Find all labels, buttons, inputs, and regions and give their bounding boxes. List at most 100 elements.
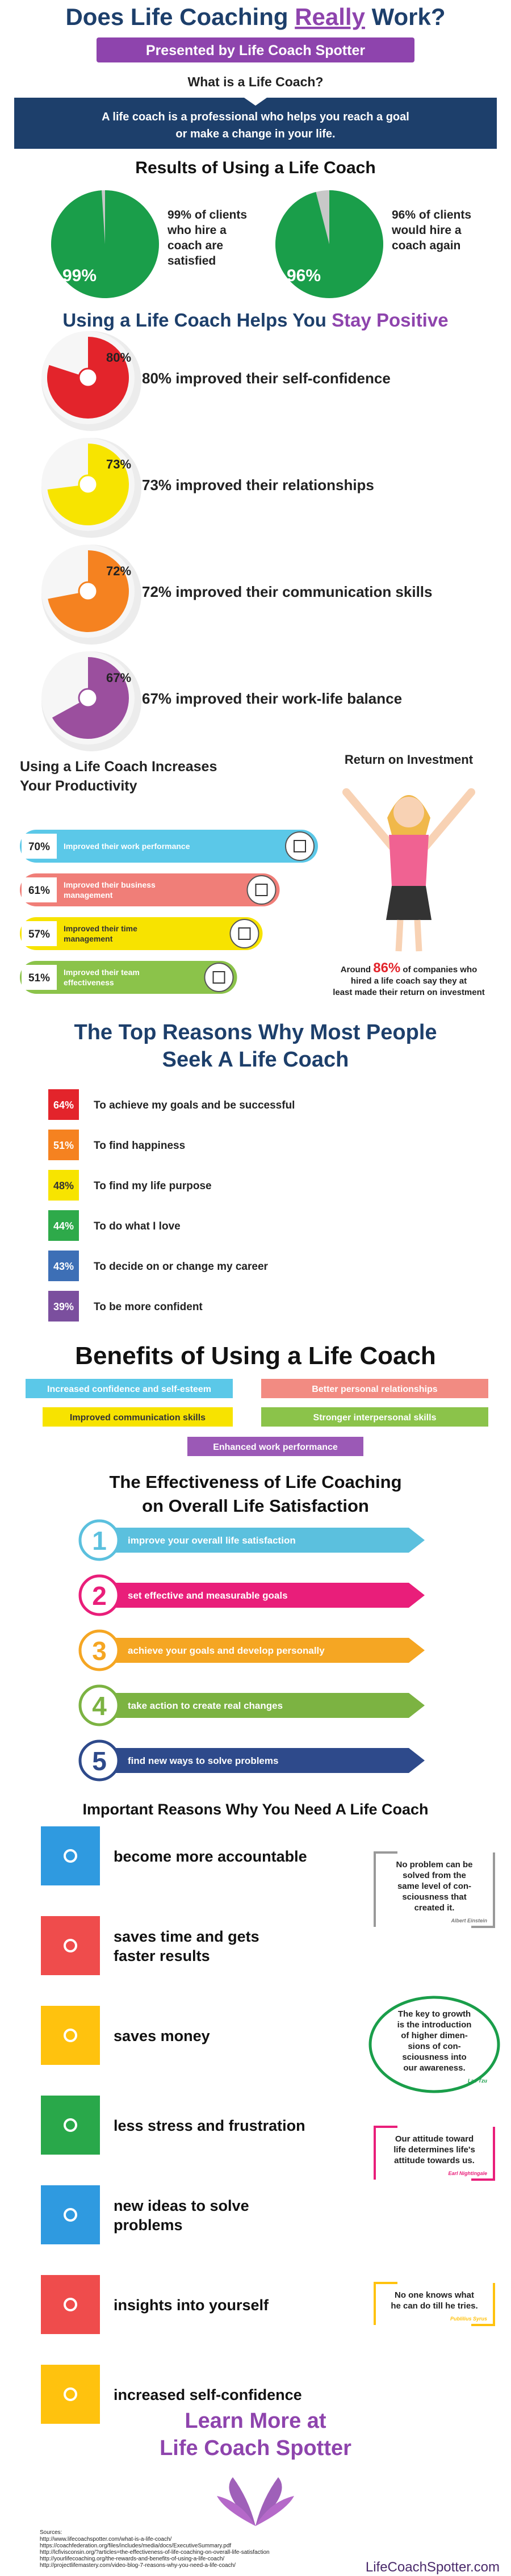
text: Using a Life Coach Increases xyxy=(20,759,217,775)
tile-icon xyxy=(64,1939,77,1952)
benefit-pill xyxy=(187,1437,363,1456)
text: 99% xyxy=(62,266,97,285)
text: Benefits of Using a Life Coach xyxy=(75,1342,436,1370)
quote-frame xyxy=(374,1851,495,1928)
caption-part: Around xyxy=(341,965,374,975)
text: Important Reasons Why You Need A Life Co… xyxy=(82,1801,428,1818)
text: Seek A Life Coach xyxy=(162,1048,349,1072)
section-title: Using a Life Coach Helps You Stay Positi… xyxy=(62,310,448,331)
quote-frame xyxy=(368,1996,500,2093)
donut-hole xyxy=(78,474,98,495)
text: LifeCoachSpotter.com xyxy=(366,2560,500,2575)
text: 48% xyxy=(53,1180,74,1191)
text: find new ways to solve problems xyxy=(128,1755,278,1766)
text: attitude towards us. xyxy=(394,2156,475,2165)
label-box xyxy=(22,877,57,902)
legs xyxy=(395,919,422,952)
reason-square xyxy=(48,1251,79,1281)
text: effectiveness xyxy=(64,978,114,987)
arrow-bar xyxy=(99,1583,425,1608)
text: http://lcfivisconsin.org/?articles=the-e… xyxy=(40,2549,270,2556)
lotus-petal xyxy=(256,2477,282,2526)
text: 72% improved their communication skills xyxy=(142,583,432,600)
lotus-petal xyxy=(229,2477,256,2526)
text: Improved their business xyxy=(64,880,156,889)
definition-banner xyxy=(14,98,497,149)
number-circle xyxy=(78,1574,120,1616)
text: 72% xyxy=(106,564,131,578)
text: achieve your goals and develop personall… xyxy=(128,1645,325,1656)
text: The key to growth xyxy=(398,2009,471,2019)
donut-hole xyxy=(78,367,98,388)
text: become more accountable xyxy=(114,1848,307,1865)
donut-hole xyxy=(78,688,98,708)
text: 70% xyxy=(28,841,50,853)
bar-icon xyxy=(212,971,225,984)
text: Life Coach Spotter xyxy=(160,2436,351,2460)
reason-square xyxy=(48,1291,79,1322)
text: 73% xyxy=(106,457,131,471)
title-emphasis: Really xyxy=(295,3,365,30)
text: 4 xyxy=(92,1691,107,1721)
text: http://www.lifecoachspotter.com/what-is-… xyxy=(40,2536,172,2542)
banner-notch xyxy=(244,98,267,106)
reason-tile xyxy=(41,1916,100,1975)
roi-caption: Around 86% of companies who xyxy=(341,960,478,976)
skirt xyxy=(386,886,432,920)
text: 64% xyxy=(53,1099,74,1111)
text: To find my life purpose xyxy=(94,1180,212,1192)
main-title: Does Life Coaching Really Work? xyxy=(65,3,445,30)
arrow-bar xyxy=(99,1693,425,1718)
text: increased self-confidence xyxy=(114,2386,302,2403)
text: 96% xyxy=(287,266,321,285)
reason-tile xyxy=(41,2365,100,2424)
text: solved from the xyxy=(403,1871,466,1880)
text: our awareness. xyxy=(403,2063,465,2073)
text: 80% xyxy=(106,350,131,365)
text: saves time and gets xyxy=(114,1928,259,1945)
text: Publilius Syrus xyxy=(450,2316,487,2322)
text: Learn More at xyxy=(185,2409,326,2433)
text: 99% of clients xyxy=(167,208,247,221)
reason-tile xyxy=(41,1826,100,1885)
number-circle xyxy=(78,1519,120,1561)
bar-icon xyxy=(238,927,251,940)
text: Lao Tzu xyxy=(468,2078,487,2084)
bar-icon xyxy=(294,840,306,852)
arrow-bar xyxy=(99,1528,425,1553)
benefit-pill xyxy=(261,1379,488,1398)
presented-banner xyxy=(97,37,414,62)
text: improve your overall life satisfaction xyxy=(128,1535,296,1546)
benefit-pill xyxy=(43,1407,233,1427)
text: management xyxy=(64,934,113,943)
text: To achieve my goals and be successful xyxy=(94,1099,295,1111)
text: A life coach is a professional who helps… xyxy=(102,111,409,123)
tile-icon xyxy=(64,2118,77,2132)
caption-part: of companies who xyxy=(400,965,477,975)
title-part: Using a Life Coach Helps You xyxy=(62,310,332,331)
tile-icon xyxy=(64,2029,77,2042)
text: To be more confident xyxy=(94,1301,203,1313)
reason-tile xyxy=(41,2275,100,2334)
text: Improved their team xyxy=(64,968,140,977)
reason-square xyxy=(48,1130,79,1160)
text: Your Productivity xyxy=(20,778,137,794)
text: https://coachfederation.org/files/includ… xyxy=(40,2543,231,2549)
text: Return on Investment xyxy=(345,752,474,767)
text: life determines life's xyxy=(393,2145,475,2155)
text: on Overall Life Satisfaction xyxy=(142,1496,369,1516)
text: 43% xyxy=(53,1261,74,1272)
tile-icon xyxy=(64,1849,77,1863)
blouse xyxy=(389,835,429,886)
text: Albert Einstein xyxy=(450,1918,487,1923)
text: least made their return on investment xyxy=(333,988,485,997)
number-circle xyxy=(78,1629,120,1671)
benefit-pill xyxy=(26,1379,233,1398)
productivity-bar xyxy=(20,917,263,950)
quote-frame xyxy=(374,2126,495,2181)
text: 51% xyxy=(28,972,50,984)
productivity-bar xyxy=(20,961,237,994)
text: management xyxy=(64,890,113,900)
text: coach are xyxy=(167,239,223,252)
